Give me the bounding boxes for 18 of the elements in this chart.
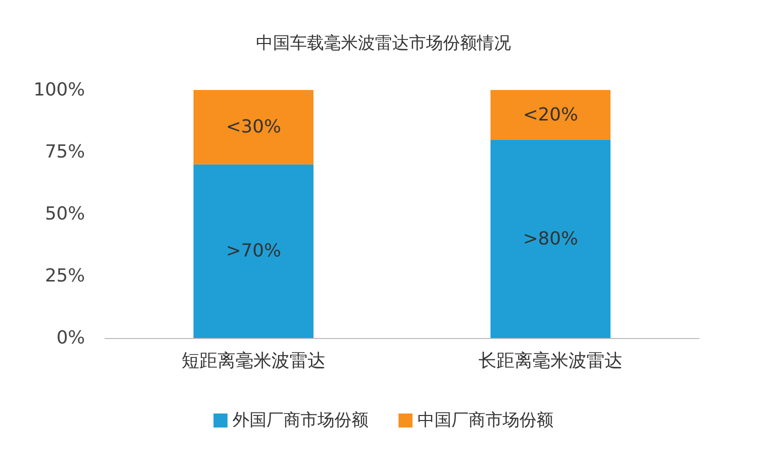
data-label: >80% [522, 228, 578, 250]
y-tick-label: 75% [44, 142, 85, 162]
y-tick-label: 100% [34, 80, 85, 100]
data-label: <30% [226, 116, 282, 138]
legend-label: 外国厂商市场份额 [232, 410, 368, 430]
chart-title: 中国车载毫米波雷达市场份额情况 [256, 34, 511, 54]
bar [194, 90, 314, 164]
x-tick-label: 长距离毫米波雷达 [478, 350, 622, 372]
bar [194, 164, 314, 338]
data-label: <20% [522, 104, 578, 126]
legend-label: 中国厂商市场份额 [418, 410, 554, 430]
x-tick-label: 短距离毫米波雷达 [182, 350, 326, 372]
y-tick-label: 25% [44, 266, 85, 286]
y-tick-label: 0% [56, 328, 85, 348]
bar [490, 140, 610, 338]
y-tick-label: 50% [44, 204, 85, 224]
data-label: >70% [226, 240, 282, 262]
bar [490, 90, 610, 140]
